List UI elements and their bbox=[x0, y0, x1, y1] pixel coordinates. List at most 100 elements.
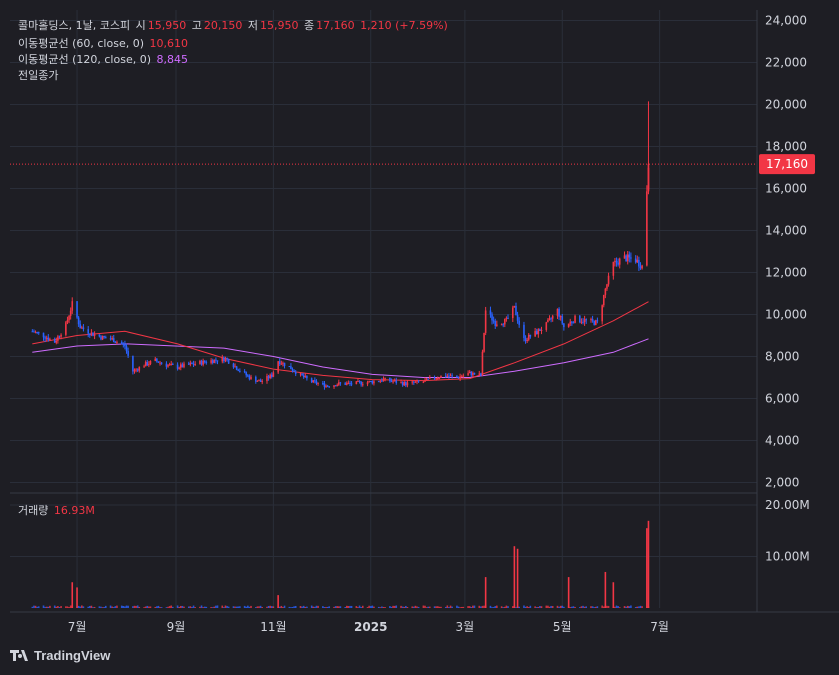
volume-bar bbox=[31, 606, 34, 608]
volume-bar bbox=[98, 606, 101, 608]
volume-bar bbox=[626, 605, 629, 608]
volume-bar bbox=[467, 606, 469, 608]
candles[interactable] bbox=[31, 101, 650, 390]
volume-bar bbox=[179, 605, 182, 608]
volume-bar bbox=[379, 607, 382, 608]
candle-body bbox=[234, 366, 236, 368]
candle-body bbox=[545, 322, 548, 330]
volume-bar bbox=[574, 606, 576, 608]
candle-body bbox=[524, 337, 527, 342]
volume-bar bbox=[460, 606, 463, 608]
volume-bar bbox=[534, 606, 536, 608]
candle-body bbox=[178, 367, 180, 369]
candle-body bbox=[282, 362, 284, 364]
volume-bar bbox=[215, 605, 217, 608]
volume-bar bbox=[255, 607, 257, 608]
candle-body bbox=[377, 381, 380, 383]
candle-body bbox=[322, 383, 324, 385]
volume-bar bbox=[202, 607, 204, 608]
candle-body bbox=[537, 329, 540, 335]
candle-body bbox=[259, 380, 262, 382]
candle-body bbox=[467, 373, 469, 376]
candle-body bbox=[403, 381, 406, 386]
candle-body bbox=[457, 377, 460, 379]
volume-bar bbox=[366, 607, 369, 608]
candle-body bbox=[235, 366, 238, 370]
symbol-legend[interactable]: 콜마홀딩스, 1날, 코스피 시 15,950 고 20,150 저 15,950 종… bbox=[18, 18, 450, 34]
last-candle-body bbox=[647, 164, 650, 190]
candle-body bbox=[135, 369, 137, 371]
volume-bar bbox=[259, 605, 262, 608]
candle-body bbox=[502, 324, 505, 326]
symbol-name[interactable]: 콜마홀딩스, 1날, 코스피 bbox=[18, 19, 131, 32]
ma60-legend[interactable]: 이동평균선 (60, close, 0) 10,610 bbox=[18, 36, 190, 52]
candle-body bbox=[368, 381, 370, 383]
volume-spike-bar bbox=[513, 546, 516, 608]
candle-body bbox=[604, 288, 607, 295]
candle-body bbox=[504, 318, 506, 325]
volume-bar bbox=[382, 606, 385, 608]
volume-spike-bar bbox=[71, 582, 74, 608]
tradingview-logo[interactable]: TradingView bbox=[10, 648, 110, 663]
volume-value: 16.93M bbox=[53, 504, 95, 517]
volume-bar bbox=[601, 605, 603, 608]
volume-bar bbox=[468, 606, 471, 608]
candle-body bbox=[202, 360, 204, 365]
candle-body bbox=[58, 336, 61, 338]
candle-body bbox=[55, 340, 58, 343]
volume-bar bbox=[529, 605, 532, 608]
volume-bar bbox=[551, 606, 554, 608]
candle-body bbox=[558, 308, 560, 317]
candle-body bbox=[82, 327, 85, 330]
candle-body bbox=[278, 361, 281, 365]
volume-bar bbox=[405, 605, 407, 608]
candle-body bbox=[93, 334, 96, 336]
prev-close-label: 전일종가 bbox=[18, 69, 59, 82]
candle-body bbox=[389, 377, 391, 382]
candle-body bbox=[435, 378, 437, 380]
volume-bar bbox=[133, 605, 136, 608]
candle-body bbox=[481, 351, 484, 376]
volume-axis[interactable]: 20.00M 10.00M bbox=[765, 498, 810, 564]
volume-bar bbox=[523, 605, 525, 608]
volume-bar bbox=[540, 606, 543, 608]
candle-body bbox=[459, 376, 461, 379]
volume-bar bbox=[269, 605, 271, 608]
candle-body bbox=[245, 372, 248, 376]
candle-body bbox=[143, 366, 145, 368]
ma60-label: 이동평균선 (60, close, 0) bbox=[18, 37, 144, 50]
candle-body bbox=[358, 381, 361, 383]
last-price-tag-label: 17,160 bbox=[766, 157, 808, 171]
candle-body bbox=[571, 321, 573, 323]
volume-bar bbox=[290, 607, 292, 608]
candle-body bbox=[172, 363, 174, 365]
candle-body bbox=[572, 322, 575, 324]
prev-close-legend[interactable]: 전일종가 bbox=[18, 68, 60, 84]
volume-bar bbox=[89, 605, 91, 608]
candle-body bbox=[34, 331, 37, 333]
ma120-legend[interactable]: 이동평균선 (120, close, 0) 8,845 bbox=[18, 52, 190, 68]
candle-body bbox=[203, 360, 206, 363]
candle-body bbox=[491, 314, 493, 321]
brand-name: TradingView bbox=[34, 648, 111, 663]
candle-body bbox=[103, 335, 105, 338]
candle-body bbox=[472, 372, 474, 376]
candle-body bbox=[205, 362, 208, 364]
price-axis[interactable]: 24,000 22,000 20,000 18,000 16,000 14,000 12,0… bbox=[765, 14, 807, 490]
volume-bar bbox=[473, 605, 476, 608]
volume-legend[interactable]: 거래량 16.93M bbox=[18, 503, 97, 519]
volume-bar bbox=[77, 605, 80, 608]
volume-bar bbox=[205, 606, 208, 608]
candle-body bbox=[489, 310, 492, 315]
volume-spike-bar bbox=[567, 577, 570, 608]
volume-bar bbox=[357, 607, 359, 608]
volume-bars[interactable] bbox=[31, 520, 650, 608]
ma60-line[interactable] bbox=[32, 301, 649, 382]
time-axis[interactable]: 7월 9월 11월 2025 3월 5월 7월 bbox=[68, 620, 669, 634]
candle-body bbox=[456, 375, 458, 378]
volume-bar bbox=[93, 606, 96, 608]
high-value: 20,150 bbox=[203, 19, 243, 32]
candle-body bbox=[596, 320, 599, 322]
